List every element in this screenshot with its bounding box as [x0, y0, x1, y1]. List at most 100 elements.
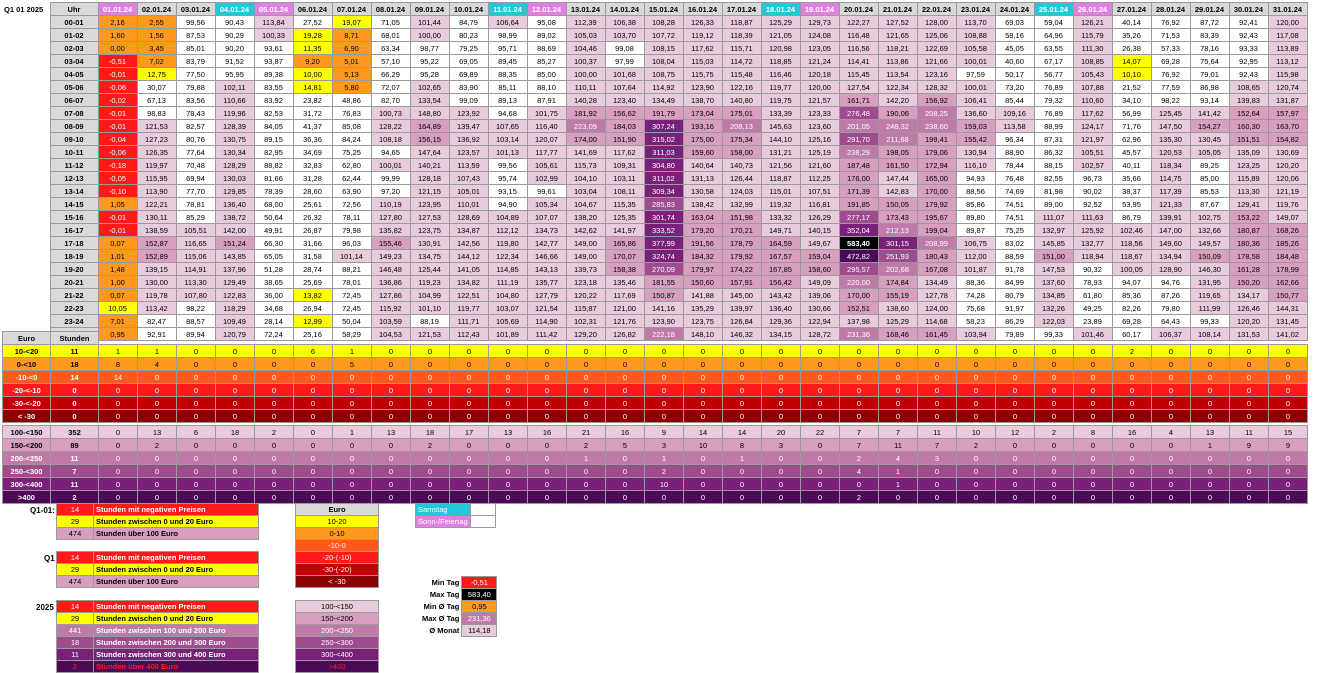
count-cell: 0	[722, 396, 762, 410]
range-total: 7	[50, 464, 99, 478]
price-cell: 156,92	[916, 93, 957, 107]
price-cell: 104,46	[565, 41, 606, 55]
count-cell: 0	[98, 396, 138, 410]
price-cell: 132,99	[721, 197, 762, 211]
range-label: >400	[2, 490, 51, 504]
summary-row: 11 Stunden zwischen 300 und 400 Euro	[56, 648, 259, 661]
range-total: 89	[50, 438, 99, 452]
price-cell: 90,02	[1072, 184, 1113, 198]
table-row: 22-23 10,05 113,42 98,22 118,29 34,68 26,94 72,…	[2, 301, 1308, 315]
price-cell: 86,32	[1033, 145, 1074, 159]
legend-item: 10-20	[295, 515, 379, 528]
price-cell: 99,56	[487, 158, 528, 172]
price-cell: 115,06	[175, 249, 216, 263]
price-cell: 100,01	[370, 158, 411, 172]
count-cell: 0	[332, 409, 372, 423]
date-header: 28.01.24	[1150, 2, 1191, 16]
price-cell: 134,15	[760, 327, 801, 341]
price-cell: 104,67	[565, 197, 606, 211]
count-cell: 0	[956, 344, 996, 358]
price-cell: 65,05	[253, 249, 294, 263]
price-cell: 110,01	[448, 197, 489, 211]
price-cell: 119,65	[1189, 288, 1230, 302]
count-cell: 0	[1034, 396, 1074, 410]
count-cell: 0	[449, 464, 489, 478]
price-cell: 90,20	[214, 41, 255, 55]
price-cell: 116,65	[175, 236, 216, 250]
count-cell: 13	[371, 425, 411, 439]
count-cell: 0	[956, 451, 996, 465]
count-cell: 0	[722, 409, 762, 423]
price-cell: 178,99	[1267, 262, 1308, 276]
price-cell: 128,32	[916, 80, 957, 94]
count-cell: 0	[995, 477, 1035, 491]
price-cell: 79,98	[331, 223, 372, 237]
price-cell: 277,17	[838, 210, 879, 224]
summary-count: 18	[56, 636, 94, 649]
statistics-box: Min Tag -0,51 Max Tag 583,40 Min Ø Tag 0,95 Ma…	[420, 576, 498, 637]
table-row: 17-18 0,07 152,87 116,65 151,24 66,30 31,66 96,…	[2, 236, 1308, 250]
range-total: 2	[50, 490, 99, 504]
count-cell: 1	[878, 477, 918, 491]
price-cell: 131,13	[682, 171, 723, 185]
price-cell: 121,56	[760, 158, 801, 172]
count-cell: 0	[917, 396, 957, 410]
count-cell: 9	[1268, 438, 1308, 452]
price-cell: 146,66	[526, 249, 567, 263]
price-cell: 89,25	[1189, 158, 1230, 172]
price-cell: 126,21	[1072, 15, 1113, 29]
price-cell: 136,40	[760, 301, 801, 315]
price-cell: 161,45	[916, 327, 957, 341]
price-cell: 102,11	[214, 80, 255, 94]
price-cell: 130,58	[682, 184, 723, 198]
count-cell: 0	[410, 357, 450, 371]
price-cell: 63,34	[370, 41, 411, 55]
price-cell: 88,36	[955, 275, 996, 289]
count-cell: 0	[527, 383, 567, 397]
hour-label: 19-20	[49, 262, 99, 276]
count-cell: 0	[254, 344, 294, 358]
count-cell: 0	[137, 464, 177, 478]
count-cell: 0	[1034, 438, 1074, 452]
count-cell: 0	[215, 409, 255, 423]
price-cell: 113,84	[253, 15, 294, 29]
hour-label: 10-11	[49, 145, 99, 159]
price-cell: 87,53	[175, 28, 216, 42]
price-cell: 93,61	[253, 41, 294, 55]
price-cell: 113,86	[877, 54, 918, 68]
count-cell: 0	[1268, 409, 1308, 423]
date-header: 07.01.24	[331, 2, 372, 16]
price-cell: 62,96	[1111, 132, 1152, 146]
price-cell: 135,77	[526, 275, 567, 289]
price-cell: 128,00	[916, 15, 957, 29]
price-cell: 98,22	[175, 301, 216, 315]
count-cell: 0	[800, 357, 840, 371]
price-cell: 150,60	[682, 275, 723, 289]
count-cell: 0	[488, 438, 528, 452]
price-cell: -0,51	[97, 54, 138, 68]
price-cell: 88,90	[994, 145, 1035, 159]
price-cell: 149,57	[1189, 236, 1230, 250]
price-cell: 147,64	[409, 145, 450, 159]
price-cell: 99,33	[1189, 314, 1230, 328]
price-cell: 103,11	[604, 171, 645, 185]
price-cell: 87,31	[1033, 132, 1074, 146]
count-cell: 0	[176, 383, 216, 397]
price-cell: 116,10	[955, 158, 996, 172]
price-cell: 155,19	[877, 288, 918, 302]
price-cell: 92,91	[136, 327, 177, 341]
range-label: -20-<-10	[2, 383, 51, 397]
count-cell: 0	[878, 344, 918, 358]
price-cell: 147,53	[1033, 262, 1074, 276]
price-cell: 119,97	[136, 158, 177, 172]
date-header: 26.01.24	[1072, 2, 1113, 16]
count-cell: 0	[1229, 490, 1269, 504]
price-cell: 97,99	[604, 54, 645, 68]
price-cell: 88,59	[994, 249, 1035, 263]
count-cell: 0	[332, 477, 372, 491]
price-cell: 23,89	[1072, 314, 1113, 328]
price-cell: 158,60	[799, 262, 840, 276]
count-cell: 0	[137, 490, 177, 504]
price-cell: 117,62	[682, 41, 723, 55]
price-cell: 93,14	[1189, 93, 1230, 107]
